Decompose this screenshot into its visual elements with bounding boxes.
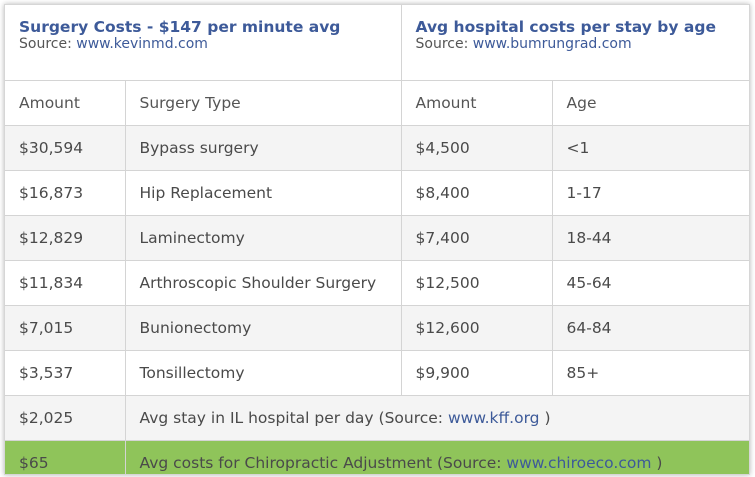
surgery-type-cell: Hip Replacement <box>124 170 402 216</box>
stay-amount-cell: $12,600 <box>400 305 553 351</box>
chiropractic-row: $65 Avg costs for Chiropractic Adjustmen… <box>5 440 749 474</box>
stay-amount-cell: $4,500 <box>400 125 553 171</box>
surgery-amount-cell: $30,594 <box>5 125 126 171</box>
surgery-amount-cell: $3,537 <box>5 350 126 396</box>
chiro-description-suffix: ) <box>651 454 663 472</box>
surgery-type-cell: Bunionectomy <box>124 305 402 351</box>
age-cell: 45-64 <box>551 260 749 306</box>
column-header-age: Age <box>551 80 749 126</box>
surgery-amount-cell: $7,015 <box>5 305 126 351</box>
table-row: $11,834 Arthroscopic Shoulder Surgery $1… <box>5 260 749 306</box>
surgery-type-cell: Tonsillectomy <box>124 350 402 396</box>
age-cell: 85+ <box>551 350 749 396</box>
age-cell: 64-84 <box>551 305 749 351</box>
surgery-type-cell: Arthroscopic Shoulder Surgery <box>124 260 402 306</box>
hospital-costs-title: Avg hospital costs per stay by age <box>415 18 716 36</box>
table-row: $7,015 Bunionectomy $12,600 64-84 <box>5 305 749 351</box>
kevinmd-link[interactable]: www.kevinmd.com <box>76 36 208 52</box>
column-header-surgery-type: Surgery Type <box>124 80 402 126</box>
stay-amount-cell: $7,400 <box>400 215 553 261</box>
stay-amount-cell: $8,400 <box>400 170 553 216</box>
source-prefix: Source: <box>415 36 473 52</box>
il-description-text: Avg stay in IL hospital per day (Source: <box>139 409 448 427</box>
hospital-costs-source: Source: www.bumrungrad.com <box>416 36 750 52</box>
column-header-surgery-amount: Amount <box>5 80 126 126</box>
table-row: $30,594 Bypass surgery $4,500 <1 <box>5 125 749 171</box>
cost-table-card: Surgery Costs - $147 per minute avg Sour… <box>4 4 750 475</box>
chiro-amount-cell: $65 <box>5 440 126 474</box>
il-description-cell: Avg stay in IL hospital per day (Source:… <box>124 395 749 441</box>
chiro-description-cell: Avg costs for Chiropractic Adjustment (S… <box>124 440 749 474</box>
il-amount-cell: $2,025 <box>5 395 126 441</box>
table-row: $3,537 Tonsillectomy $9,900 85+ <box>5 350 749 396</box>
surgery-costs-source: Source: www.kevinmd.com <box>19 36 401 52</box>
section-header-row: Surgery Costs - $147 per minute avg Sour… <box>5 5 749 81</box>
kff-link[interactable]: www.kff.org <box>447 409 540 427</box>
surgery-type-cell: Laminectomy <box>124 215 402 261</box>
stay-amount-cell: $9,900 <box>400 350 553 396</box>
column-header-row: Amount Surgery Type Amount Age <box>5 80 749 126</box>
source-prefix: Source: <box>19 36 77 52</box>
il-hospital-row: $2,025 Avg stay in IL hospital per day (… <box>5 395 749 441</box>
column-header-stay-amount: Amount <box>400 80 553 126</box>
surgery-costs-title: Surgery Costs - $147 per minute avg <box>19 18 341 36</box>
surgery-amount-cell: $11,834 <box>5 260 126 306</box>
surgery-amount-cell: $12,829 <box>5 215 126 261</box>
hospital-costs-header: Avg hospital costs per stay by age Sourc… <box>400 5 750 81</box>
bumrungrad-link[interactable]: www.bumrungrad.com <box>472 36 632 52</box>
chiroeco-link[interactable]: www.chiroeco.com <box>506 454 652 472</box>
il-description-suffix: ) <box>539 409 551 427</box>
age-cell: <1 <box>551 125 749 171</box>
surgery-amount-cell: $16,873 <box>5 170 126 216</box>
cost-table: Surgery Costs - $147 per minute avg Sour… <box>5 5 749 474</box>
surgery-type-cell: Bypass surgery <box>124 125 402 171</box>
age-cell: 1-17 <box>551 170 749 216</box>
table-row: $12,829 Laminectomy $7,400 18-44 <box>5 215 749 261</box>
table-row: $16,873 Hip Replacement $8,400 1-17 <box>5 170 749 216</box>
age-cell: 18-44 <box>551 215 749 261</box>
stay-amount-cell: $12,500 <box>400 260 553 306</box>
surgery-costs-header: Surgery Costs - $147 per minute avg Sour… <box>5 5 402 81</box>
chiro-description-text: Avg costs for Chiropractic Adjustment (S… <box>139 454 507 472</box>
